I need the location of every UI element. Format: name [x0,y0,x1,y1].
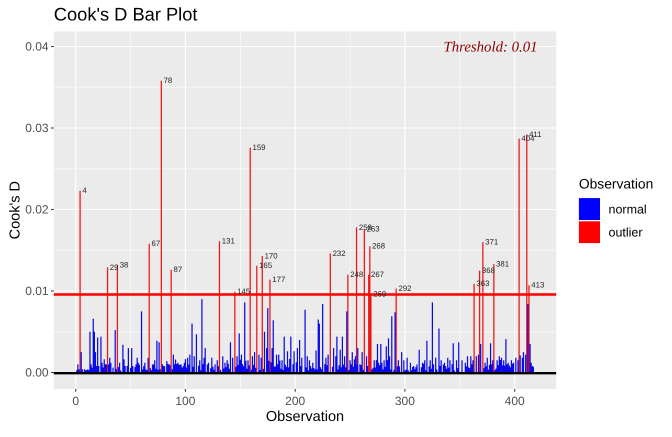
svg-text:268: 268 [372,242,385,251]
svg-text:Observation: Observation [579,177,653,192]
svg-text:258: 258 [359,223,372,232]
svg-text:232: 232 [333,249,346,258]
svg-text:Cook's D Bar Plot: Cook's D Bar Plot [54,4,198,25]
svg-text:400: 400 [505,394,525,408]
svg-text:411: 411 [529,130,541,139]
svg-text:404: 404 [521,134,535,143]
svg-text:159: 159 [253,143,266,152]
svg-text:200: 200 [285,394,305,408]
svg-text:Observation: Observation [266,409,344,425]
svg-text:normal: normal [609,203,647,217]
svg-text:371: 371 [485,238,498,247]
svg-text:38: 38 [120,260,129,269]
svg-text:Threshold: 0.01: Threshold: 0.01 [444,40,538,56]
svg-text:0.00: 0.00 [25,366,49,380]
svg-text:145: 145 [237,287,251,296]
svg-text:0.04: 0.04 [25,40,49,54]
svg-text:Cook's D: Cook's D [8,181,24,239]
svg-text:0.02: 0.02 [25,203,49,217]
svg-text:177: 177 [272,275,285,284]
svg-text:292: 292 [399,284,412,293]
svg-text:67: 67 [152,239,161,248]
svg-text:29: 29 [110,263,119,272]
svg-text:363: 363 [476,279,489,288]
svg-text:165: 165 [259,261,273,270]
svg-text:368: 368 [482,266,495,275]
svg-text:100: 100 [175,394,195,408]
svg-text:263: 263 [367,225,380,234]
svg-text:248: 248 [350,270,363,279]
svg-text:78: 78 [164,76,173,85]
svg-text:0.01: 0.01 [25,284,49,298]
svg-text:0: 0 [72,394,79,408]
svg-text:131: 131 [222,237,235,246]
svg-text:0.03: 0.03 [25,121,49,135]
svg-text:267: 267 [371,270,384,279]
svg-text:413: 413 [531,281,544,290]
svg-text:300: 300 [395,394,415,408]
svg-text:381: 381 [496,260,509,269]
svg-text:170: 170 [265,251,279,260]
svg-text:87: 87 [174,265,183,274]
svg-text:outlier: outlier [609,226,643,240]
svg-text:269: 269 [373,290,386,299]
svg-text:4: 4 [82,186,87,195]
